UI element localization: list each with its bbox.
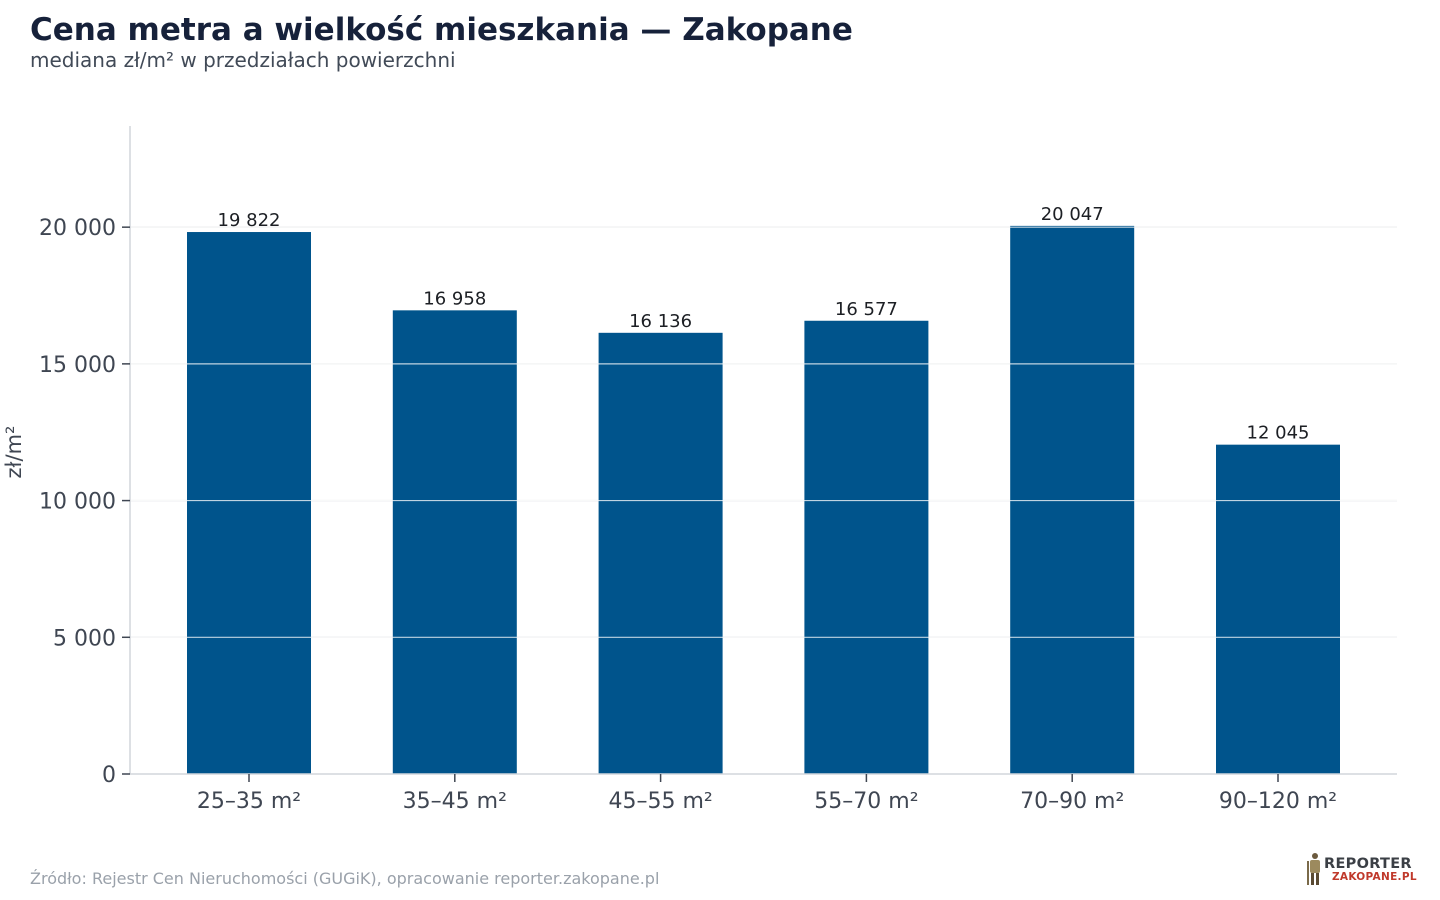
- data-label-3: 16 577: [835, 299, 898, 320]
- bar-4: [1010, 225, 1135, 774]
- data-label-2: 16 136: [629, 311, 692, 332]
- bar-0: [187, 232, 311, 775]
- data-label-0: 19 822: [218, 210, 281, 231]
- grid-lines: [130, 226, 1397, 639]
- y-tick-label-3: 15 000: [39, 353, 116, 378]
- y-tick-label-1: 5 000: [53, 626, 116, 651]
- logo-word-zakopane: ZAKOPANE.PL: [1332, 871, 1417, 883]
- reporter-zakopane-logo: REPORTER ZAKOPANE.PL: [1306, 851, 1417, 889]
- source-note: Źródło: Rejestr Cen Nieruchomości (GUGiK…: [30, 869, 660, 888]
- logo-word-reporter: REPORTER: [1324, 856, 1412, 872]
- bar-3: [804, 320, 929, 774]
- x-tick-label-5: 90–120 m²: [1219, 789, 1337, 814]
- hiker-icon: [1307, 853, 1320, 885]
- x-tick-label-2: 45–55 m²: [608, 789, 712, 814]
- y-tick-label-4: 20 000: [39, 216, 116, 241]
- bar-2: [598, 332, 723, 774]
- x-tick-label-1: 35–45 m²: [403, 789, 507, 814]
- x-tick-label-3: 55–70 m²: [814, 789, 918, 814]
- grid-lines-overlay: [130, 226, 1397, 638]
- data-label-4: 20 047: [1041, 204, 1104, 225]
- bars: [187, 225, 1340, 775]
- y-tick-label-2: 10 000: [39, 490, 116, 515]
- chart-subtitle: mediana zł/m² w przedziałach powierzchni: [30, 48, 456, 72]
- x-tick-label-0: 25–35 m²: [197, 789, 301, 814]
- y-axis-label: zł/m²: [2, 426, 26, 479]
- data-label-5: 12 045: [1247, 423, 1310, 444]
- bar-1: [392, 310, 517, 774]
- labels: 19 822 16 958 16 136 16 577 20 047 12 045 0 5 0…: [2, 204, 1337, 814]
- axes: [122, 126, 1397, 782]
- data-label-1: 16 958: [423, 288, 486, 309]
- x-tick-label-4: 70–90 m²: [1020, 789, 1124, 814]
- bar-5: [1216, 444, 1340, 774]
- chart-title: Cena metra a wielkość mieszkania — Zakop…: [30, 12, 853, 48]
- y-tick-label-0: 0: [102, 763, 116, 788]
